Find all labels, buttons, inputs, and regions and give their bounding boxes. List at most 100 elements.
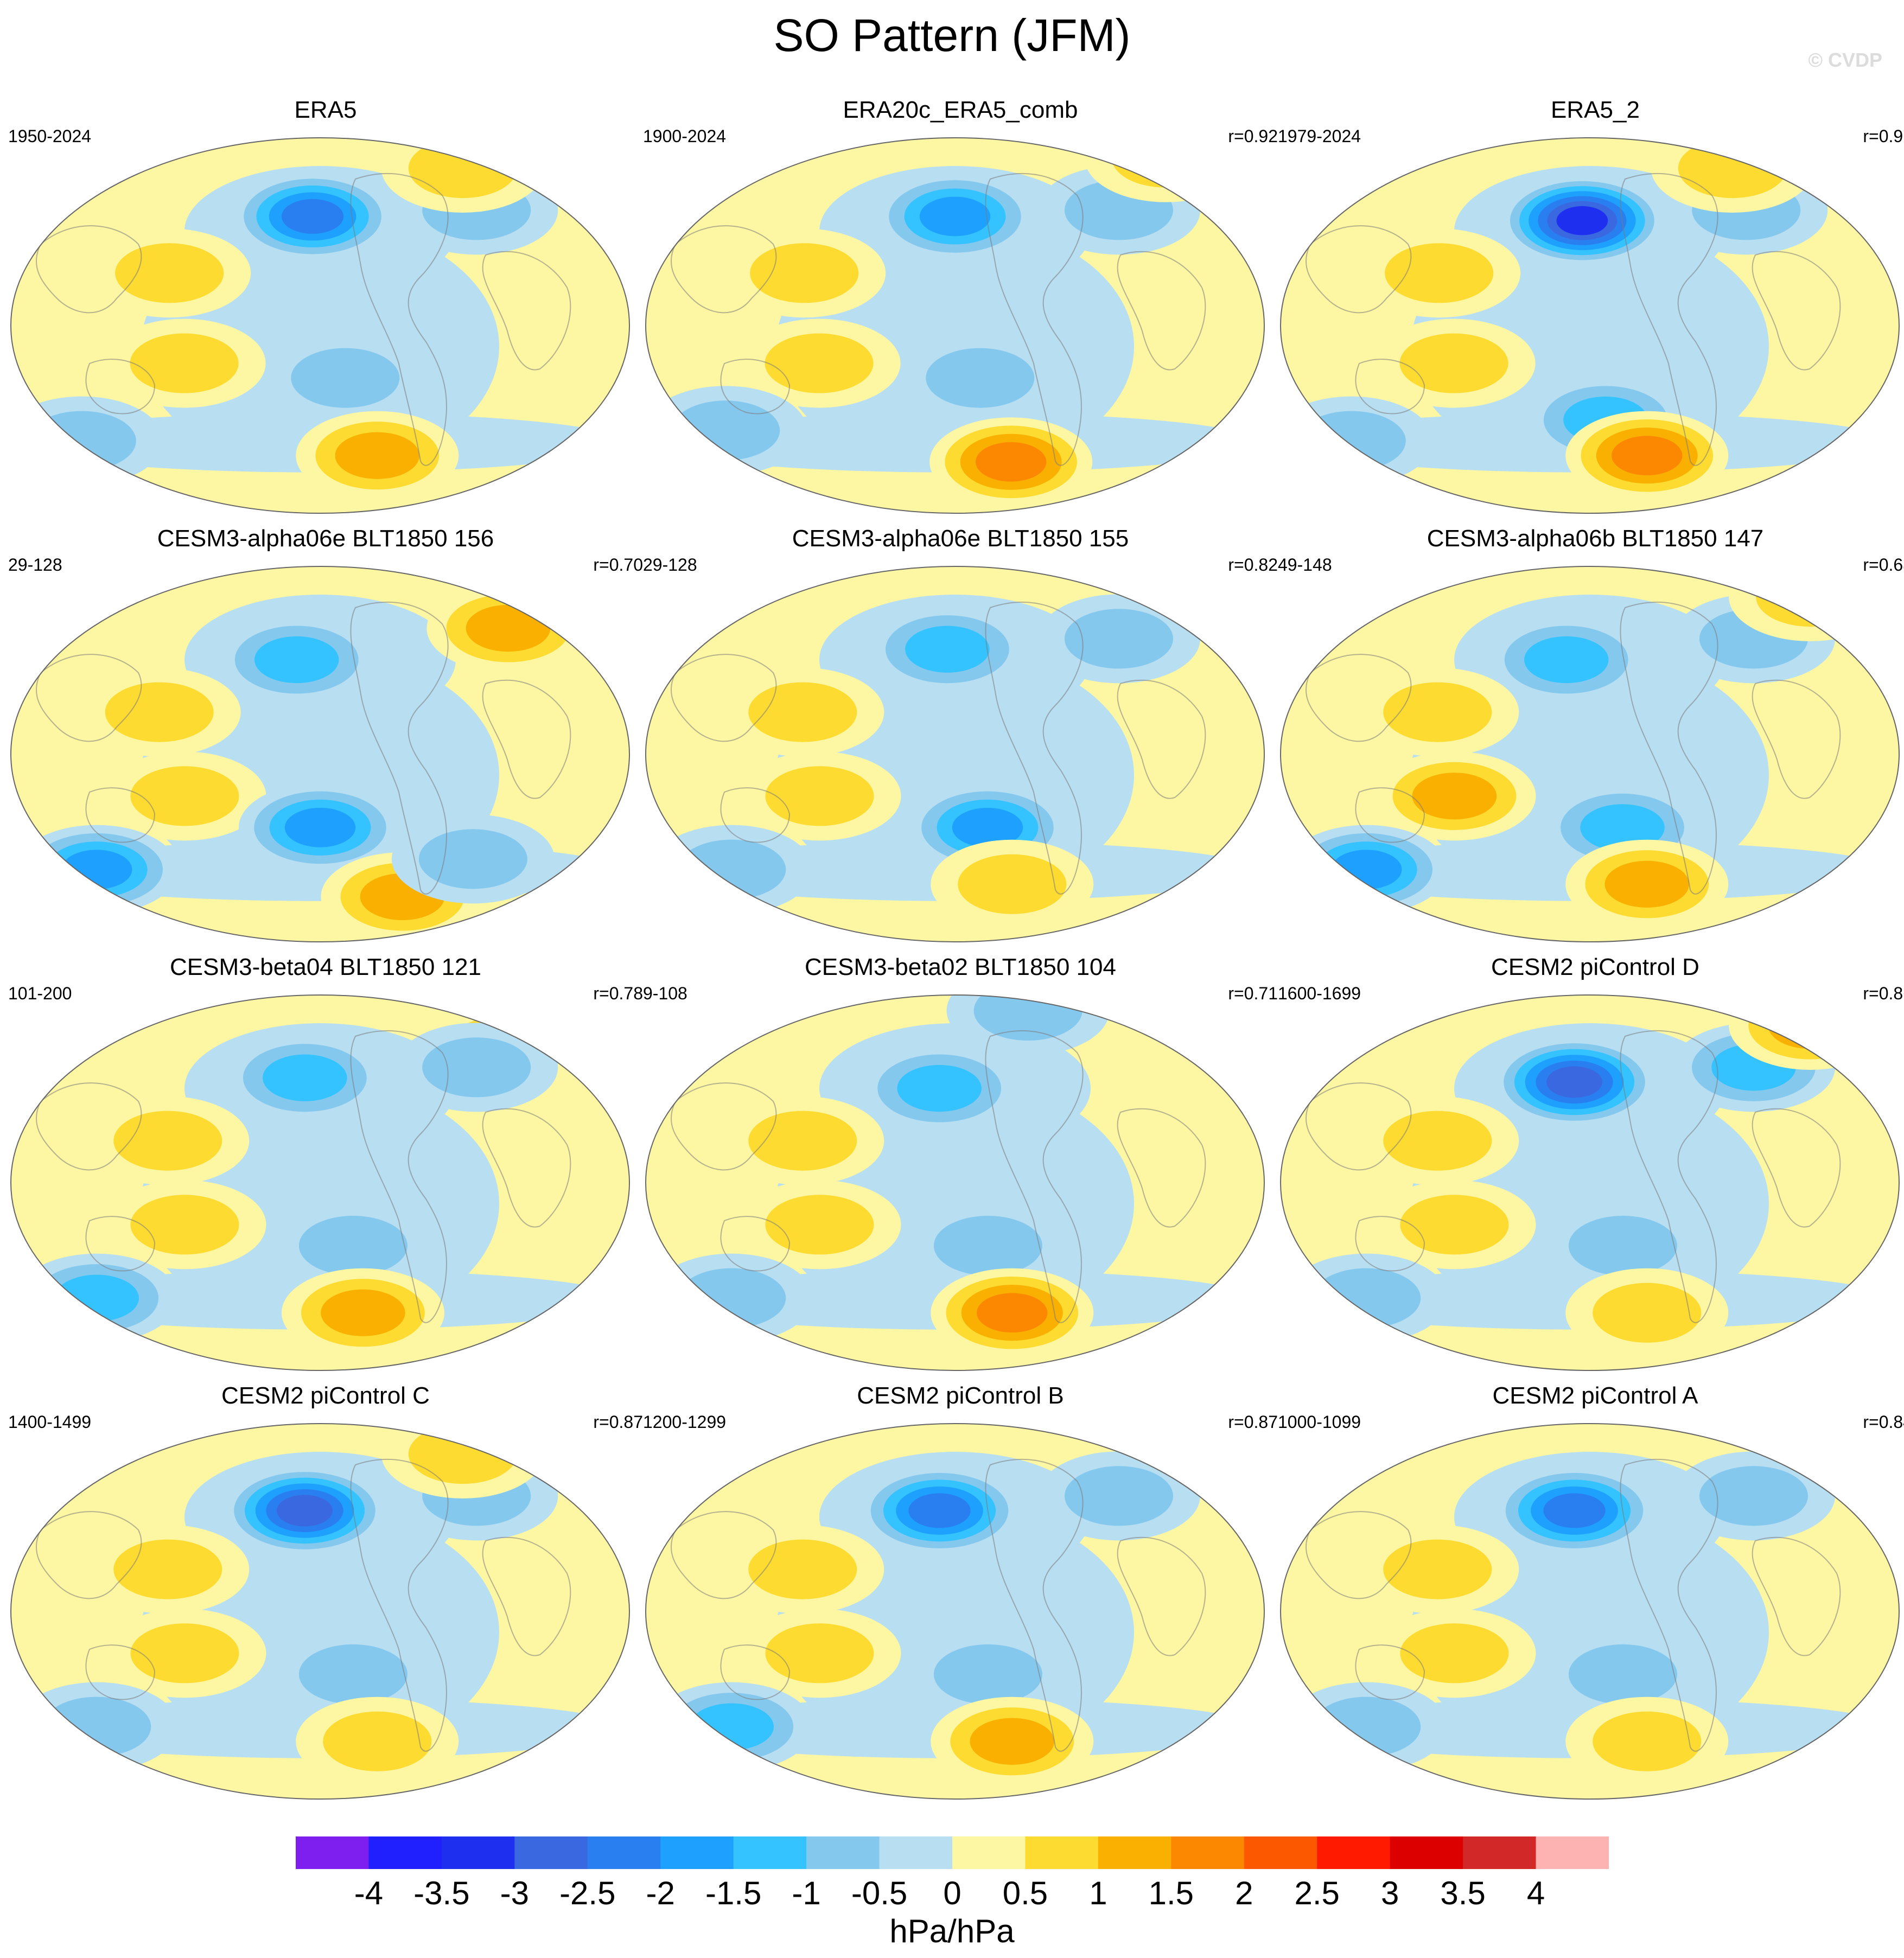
coastline — [36, 1511, 142, 1599]
anomaly-contour — [115, 243, 224, 303]
panel-correlation: r=0.87 — [593, 1412, 643, 1432]
panel-years: 1000-1099 — [1278, 1412, 1361, 1432]
anomaly-contour — [42, 1696, 151, 1757]
anomaly-contour — [1383, 682, 1492, 742]
map-panel: CESM3-beta02 BLT1850 104 9-108 r=0.71 — [643, 952, 1278, 1381]
anomaly-contour — [765, 766, 874, 826]
coastline — [36, 1082, 142, 1171]
anomaly-contour — [1556, 206, 1608, 235]
map-field — [10, 566, 630, 942]
panel-title: ERA20c_ERA5_comb — [843, 97, 1078, 123]
anomaly-contour — [1524, 636, 1609, 684]
coastline — [720, 359, 791, 414]
map-panel: CESM2 piControl C 1400-1499 r=0.87 — [8, 1381, 643, 1809]
colorbar — [296, 1836, 1609, 1869]
coastline — [985, 1459, 1084, 1752]
anomaly-contour — [408, 1424, 517, 1484]
coastline — [720, 1644, 791, 1700]
anomaly-contour — [1399, 333, 1508, 393]
colorbar-tick-label: 3 — [1380, 1875, 1399, 1911]
map-field — [645, 1423, 1265, 1800]
anomaly-contour — [254, 636, 339, 684]
anomaly-contour — [905, 626, 990, 673]
map-panel: ERA20c_ERA5_comb 1900-2024 r=0.92 — [643, 95, 1278, 524]
panel-correlation: r=0.78 — [593, 984, 643, 1003]
map-field — [10, 137, 630, 514]
map-border — [645, 994, 1265, 1371]
anomaly-contour — [1385, 243, 1494, 303]
anomaly-contour — [933, 1215, 1042, 1276]
colorbar-swatch — [587, 1836, 661, 1869]
anomaly-contour — [1312, 1268, 1421, 1328]
colorbar-tick-label: -2 — [646, 1875, 675, 1911]
colorbar-swatch — [1025, 1836, 1099, 1869]
panel-years: 1600-1699 — [1278, 984, 1361, 1003]
coastline — [1620, 1459, 1718, 1752]
colorbar-tick-label: -2.5 — [559, 1875, 616, 1911]
anomaly-contour — [919, 196, 991, 237]
map-border — [645, 566, 1265, 942]
coastline — [1117, 1536, 1206, 1656]
panel-correlation: r=0.86 — [1863, 984, 1904, 1003]
map-panel: CESM3-alpha06e BLT1850 155 29-128 r=0.82 — [643, 524, 1278, 952]
map-border — [10, 566, 630, 942]
anomaly-contour — [323, 1711, 432, 1771]
anomaly-contour — [1412, 773, 1497, 820]
anomaly-contour — [1678, 138, 1787, 199]
anomaly-contour — [466, 604, 551, 652]
panel-correlation: r=0.84 — [1863, 1412, 1904, 1432]
anomaly-contour — [1064, 1466, 1173, 1526]
panel-title: CESM2 piControl A — [1492, 1382, 1698, 1409]
coastline — [85, 1216, 156, 1272]
map-field — [10, 1423, 630, 1800]
anomaly-contour — [1383, 1111, 1492, 1171]
anomaly-contour — [975, 442, 1047, 482]
colorbar-swatch — [368, 1836, 442, 1869]
anomaly-contour — [897, 1064, 982, 1112]
panel-correlation: r=0.70 — [593, 555, 643, 575]
map-panel: CESM2 piControl A 1000-1099 r=0.84 — [1278, 1381, 1904, 1809]
map-field — [1280, 137, 1900, 514]
map-border — [1280, 566, 1900, 942]
panel-correlation: r=0.82 — [1228, 555, 1278, 575]
anomaly-contour — [748, 1539, 857, 1599]
anomaly-contour — [933, 1644, 1042, 1705]
anomaly-contour — [1543, 1493, 1606, 1528]
colorbar-tick-label: 2 — [1235, 1875, 1253, 1911]
coastline — [1752, 679, 1841, 799]
coastline — [671, 654, 777, 742]
colorbar-tick-label: -4 — [354, 1875, 384, 1911]
colorbar-swatch — [733, 1836, 807, 1869]
map-panel: CESM2 piControl B 1200-1299 r=0.87 — [643, 1381, 1278, 1809]
coastline — [1355, 787, 1425, 843]
panel-years: 1900-2024 — [643, 126, 727, 146]
coastline — [1306, 1082, 1412, 1171]
anomaly-contour — [689, 1703, 774, 1750]
coastline — [350, 602, 449, 895]
coastline — [1306, 1511, 1412, 1599]
anomaly-contour — [677, 839, 786, 900]
anomaly-contour — [765, 1195, 874, 1255]
panel-title: ERA5 — [294, 97, 357, 123]
anomaly-contour — [113, 1111, 222, 1171]
coastline — [1306, 654, 1412, 742]
colorbar-swatch — [1390, 1836, 1463, 1869]
coastline — [36, 225, 142, 314]
anomaly-contour — [765, 333, 874, 393]
coastline — [985, 1030, 1084, 1323]
coastline — [985, 602, 1084, 895]
anomaly-contour — [1756, 566, 1865, 627]
coastline — [85, 787, 156, 843]
coastline — [1752, 251, 1841, 371]
panel-correlation: r=0.71 — [1228, 984, 1278, 1003]
map-panel: CESM3-alpha06e BLT1850 156 29-128 r=0.70 — [8, 524, 643, 952]
coastline — [1355, 1644, 1425, 1700]
anomaly-contour — [970, 1718, 1055, 1765]
colorbar-swatch — [1171, 1836, 1245, 1869]
coastline — [671, 1082, 777, 1171]
anomaly-contour — [926, 348, 1035, 408]
colorbar-tick-label: 2.5 — [1294, 1875, 1340, 1911]
map-border — [1280, 1423, 1900, 1800]
panel-years: 29-128 — [8, 555, 62, 575]
coastline — [482, 1108, 571, 1228]
